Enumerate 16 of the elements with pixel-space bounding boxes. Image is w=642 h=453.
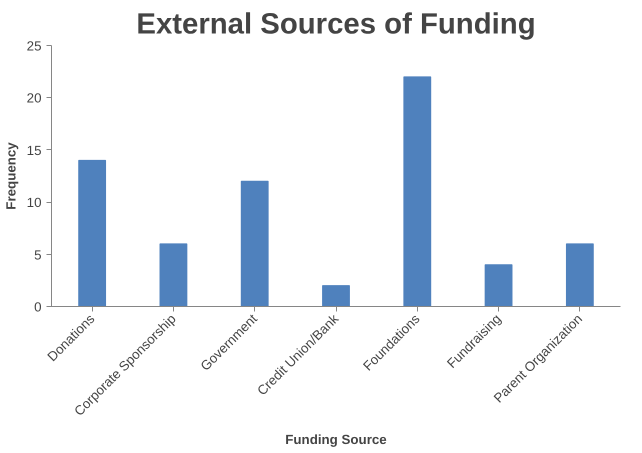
y-tick-label: 25 — [26, 38, 42, 54]
bar — [78, 160, 106, 306]
bar — [484, 264, 512, 306]
x-axis-title: Funding Source — [285, 432, 387, 448]
y-tick-label: 20 — [26, 90, 42, 106]
y-tick-label: 10 — [26, 195, 42, 210]
y-tick-label: 0 — [34, 300, 42, 314]
y-axis-title: Frequency — [4, 142, 19, 210]
y-tick-label: 5 — [34, 247, 42, 262]
bar — [160, 243, 188, 306]
bar — [566, 243, 594, 306]
chart-title: External Sources of Funding — [136, 8, 536, 40]
y-tick-label: 15 — [26, 142, 42, 158]
bar — [403, 76, 432, 306]
bar — [322, 285, 350, 306]
bar — [240, 180, 269, 306]
